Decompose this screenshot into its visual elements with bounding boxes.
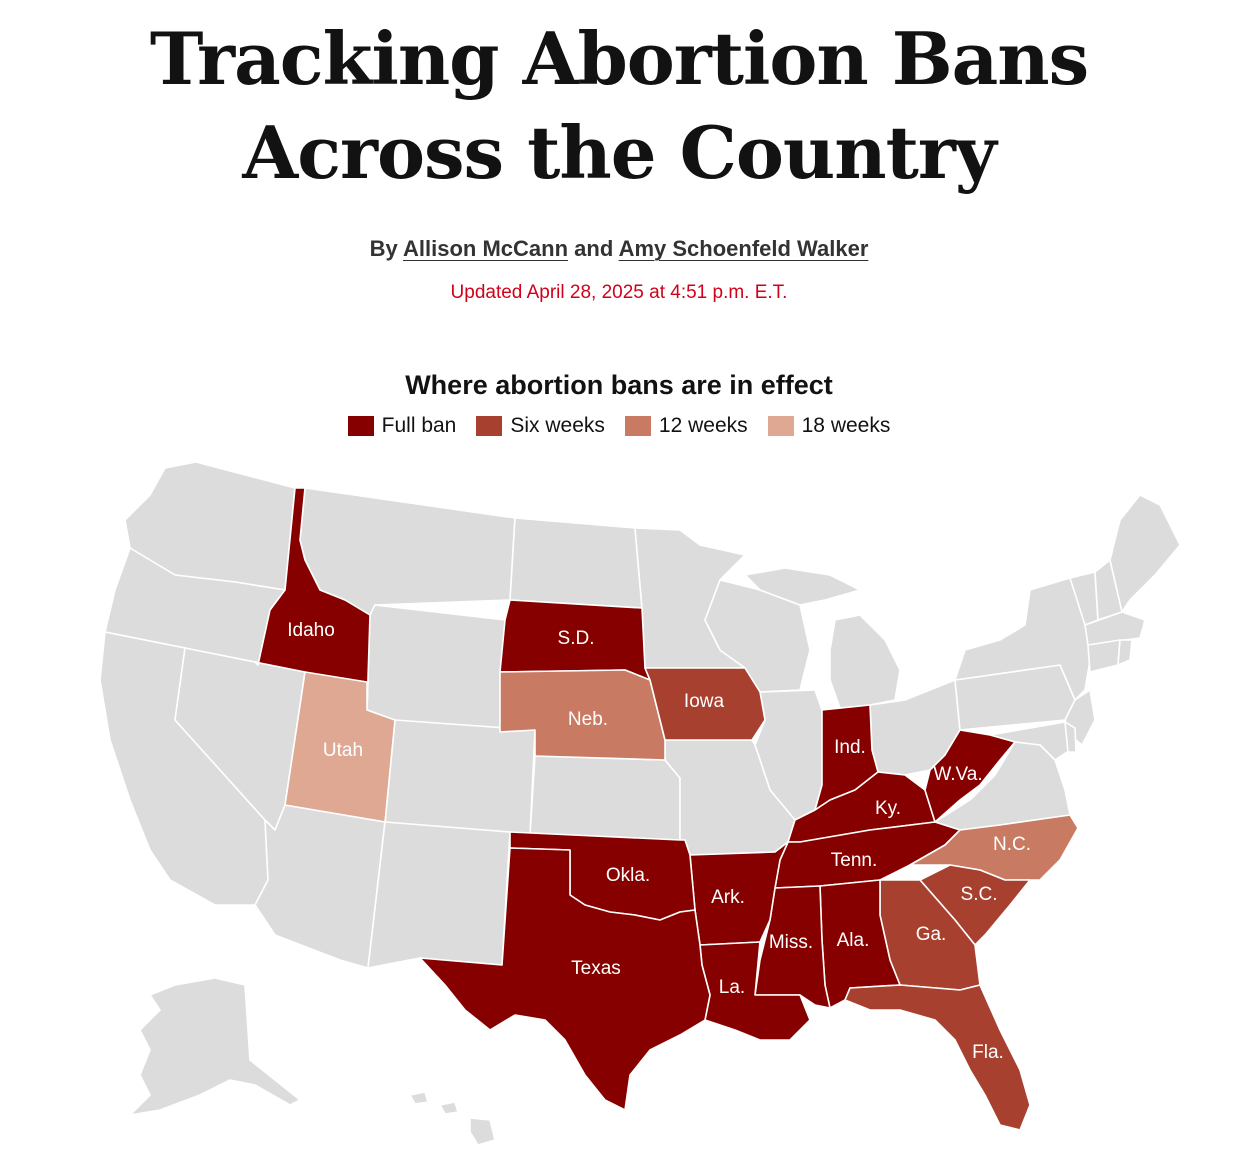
- updated-timestamp: Updated April 28, 2025 at 4:51 p.m. E.T.: [450, 282, 788, 303]
- byline-prefix: By: [369, 236, 398, 261]
- state-kansas[interactable]: [529, 755, 681, 841]
- state-label-miss: Miss.: [769, 932, 813, 953]
- state-labels: Idaho S.D. Neb. Iowa Utah Ind. Ky. W.Va.…: [287, 620, 1031, 1063]
- state-florida[interactable]: [844, 984, 1031, 1131]
- map-legend: Full ban Six weeks 12 weeks 18 weeks: [0, 414, 1238, 438]
- state-colorado[interactable]: [384, 719, 536, 836]
- legend-label: 18 weeks: [801, 414, 891, 437]
- legend-swatch: [767, 416, 794, 436]
- us-abortion-map: Idaho S.D. Neb. Iowa Utah Ind. Ky. W.Va.…: [99, 461, 1181, 1146]
- headline-line-2: Across the Country: [242, 110, 996, 195]
- legend-swatch: [347, 416, 374, 436]
- byline: By Allison McCann and Amy Schoenfeld Wal…: [0, 236, 1238, 262]
- state-west-virginia[interactable]: [924, 729, 1016, 823]
- author-link-amy-schoenfeld-walker[interactable]: Amy Schoenfeld Walker: [618, 236, 869, 261]
- state-label-fla: Fla.: [972, 1042, 1004, 1063]
- state-label-la: La.: [719, 977, 745, 998]
- state-label-sc: S.C.: [961, 884, 998, 905]
- legend-item-six-weeks: Six weeks: [476, 414, 605, 438]
- state-label-nc: N.C.: [993, 834, 1031, 855]
- state-label-idaho: Idaho: [287, 620, 335, 641]
- legend-swatch: [624, 416, 651, 436]
- state-label-okla: Okla.: [606, 865, 650, 886]
- headline-line-1: Tracking Abortion Bans: [149, 16, 1089, 101]
- state-rhode-island[interactable]: [1117, 639, 1133, 666]
- legend-label: 12 weeks: [658, 414, 748, 437]
- state-label-ark: Ark.: [711, 887, 745, 908]
- state-connecticut[interactable]: [1087, 639, 1121, 673]
- legend-item-18-weeks: 18 weeks: [767, 414, 891, 438]
- ban-states: [254, 487, 1079, 1131]
- legend-swatch: [476, 416, 503, 436]
- state-new-mexico[interactable]: [367, 821, 511, 969]
- state-label-ga: Ga.: [916, 924, 947, 945]
- state-idaho[interactable]: [254, 487, 371, 711]
- byline-conjunction: and: [574, 236, 614, 261]
- state-north-dakota[interactable]: [509, 517, 643, 609]
- state-label-texas: Texas: [571, 958, 621, 979]
- state-iowa[interactable]: [644, 667, 766, 741]
- legend-item-full-ban: Full ban: [347, 414, 457, 438]
- map-title: Where abortion bans are in effect: [405, 370, 833, 400]
- state-nebraska[interactable]: [499, 669, 666, 761]
- legend-label: Six weeks: [510, 414, 605, 437]
- state-michigan-lower[interactable]: [829, 614, 901, 709]
- state-label-ind: Ind.: [834, 737, 866, 758]
- state-label-neb: Neb.: [568, 709, 608, 730]
- state-arizona[interactable]: [254, 804, 386, 969]
- state-hawaii[interactable]: [409, 1091, 496, 1146]
- state-alaska[interactable]: [129, 977, 301, 1116]
- state-label-iowa: Iowa: [684, 691, 725, 712]
- no-ban-states: [99, 461, 1181, 1146]
- headline: Tracking Abortion Bans Across the Countr…: [0, 12, 1238, 200]
- state-label-utah: Utah: [323, 740, 363, 761]
- author-link-allison-mccann[interactable]: Allison McCann: [403, 236, 569, 261]
- legend-item-12-weeks: 12 weeks: [624, 414, 748, 438]
- state-label-ala: Ala.: [837, 930, 870, 951]
- legend-label: Full ban: [381, 414, 457, 437]
- state-maine[interactable]: [1109, 494, 1181, 613]
- state-wyoming[interactable]: [366, 604, 506, 733]
- state-label-sd: S.D.: [558, 628, 595, 649]
- state-label-tenn: Tenn.: [831, 850, 877, 871]
- state-delaware[interactable]: [1064, 721, 1077, 753]
- state-mississippi[interactable]: [754, 885, 831, 1009]
- state-label-wva: W.Va.: [933, 764, 982, 785]
- state-massachusetts[interactable]: [1084, 611, 1146, 646]
- state-texas[interactable]: [419, 847, 711, 1111]
- state-utah[interactable]: [284, 671, 396, 823]
- state-michigan-upper[interactable]: [744, 567, 861, 606]
- state-label-ky: Ky.: [875, 798, 901, 819]
